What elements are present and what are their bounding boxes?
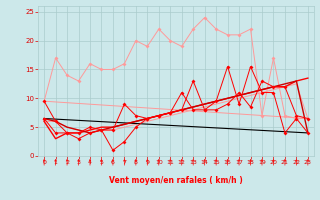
X-axis label: Vent moyen/en rafales ( km/h ): Vent moyen/en rafales ( km/h ) xyxy=(109,176,243,185)
